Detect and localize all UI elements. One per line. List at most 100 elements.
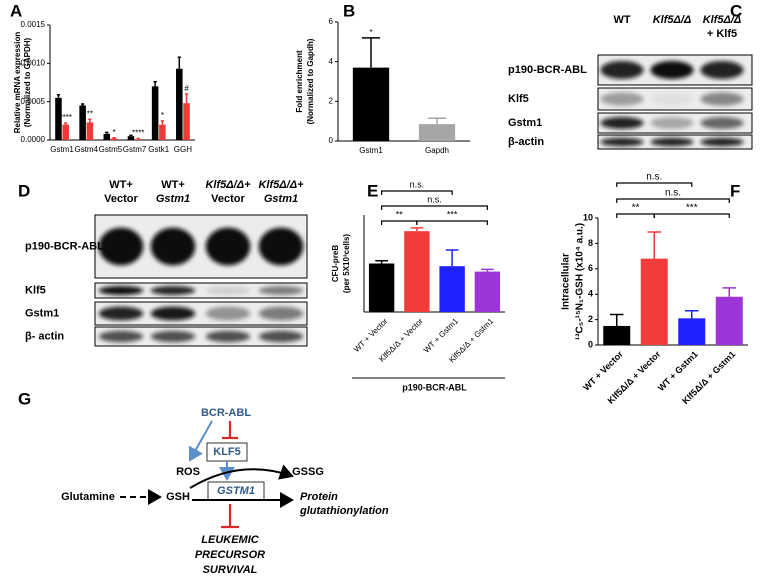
error-bar — [410, 227, 424, 232]
blot-column-label: Klf5Δ/Δ+ — [205, 179, 251, 191]
blot-band — [258, 286, 304, 295]
blot-band — [650, 117, 694, 129]
error-bar — [610, 313, 624, 326]
blot-band — [150, 286, 196, 295]
significance-label: n.s. — [646, 172, 662, 183]
y-axis-label: Relative mRNA expression — [13, 32, 22, 134]
blot-band — [600, 92, 644, 106]
node-label: KLF5 — [213, 446, 241, 458]
significance-label: ** — [87, 109, 93, 118]
node-label: LEUKEMIC — [201, 534, 260, 546]
blot-band — [98, 286, 144, 295]
blot-column-label: + Klf5 — [707, 28, 737, 40]
significance-label: * — [112, 128, 115, 137]
blot-frame — [94, 282, 308, 299]
bar — [640, 258, 668, 345]
blot-column-label: Gstm1 — [156, 193, 190, 205]
significance-bracket — [616, 213, 655, 218]
bar — [127, 136, 135, 140]
arrow — [188, 420, 213, 462]
significance-label: n.s. — [665, 188, 681, 199]
y-tick-label: 6 — [588, 263, 593, 273]
y-tick-label: 0 — [588, 339, 593, 349]
y-axis-label: (per 5X10³cells) — [342, 234, 351, 293]
error-bar — [129, 134, 133, 137]
bar — [678, 318, 706, 345]
blot-band — [600, 137, 644, 147]
blot-band — [258, 227, 304, 266]
node-label: SURVIVAL — [203, 564, 258, 576]
y-tick-label: 2 — [588, 314, 593, 324]
error-bar — [64, 122, 68, 125]
panel-label: E — [367, 181, 378, 200]
error-bar — [445, 249, 459, 267]
blot-band — [600, 117, 644, 129]
significance-bracket — [416, 220, 488, 225]
y-axis-label: CFU-preB — [331, 245, 340, 283]
blot-row-label: Gstm1 — [25, 307, 59, 319]
significance-label: *** — [686, 203, 698, 214]
node-label: GSH — [166, 491, 190, 503]
y-tick-label: 10 — [583, 212, 593, 222]
blot-band — [150, 330, 196, 343]
blot-frame — [94, 301, 308, 326]
blot-band — [258, 306, 304, 321]
blot-band — [650, 92, 694, 106]
panel-label: F — [730, 181, 740, 200]
significance-label: * — [161, 111, 164, 120]
blot-row-label: β- actin — [25, 330, 64, 342]
x-tick-label: Gstm5 — [99, 145, 123, 154]
bar — [474, 271, 501, 312]
panel-label: C — [730, 1, 742, 20]
panel-label: B — [343, 1, 355, 20]
blot-column-label: WT+ — [109, 179, 133, 191]
blot-row-label: p190-BCR-ABL — [508, 64, 587, 76]
error-bar — [722, 287, 736, 297]
bar — [151, 86, 159, 140]
y-tick-label: 0.0000 — [21, 135, 46, 144]
blot-column-label: Klf5Δ/Δ+ — [258, 179, 304, 191]
blot-band — [700, 137, 744, 147]
error-bar — [481, 268, 494, 272]
significance-label: # — [184, 84, 189, 93]
error-bar — [427, 117, 447, 125]
y-tick-label: 0.0015 — [21, 20, 46, 29]
bar — [418, 124, 456, 141]
error-bar — [685, 309, 699, 319]
blot-band — [700, 117, 744, 129]
node-label: GSSG — [292, 466, 324, 478]
arrow — [189, 464, 294, 489]
node-label: GSTM1 — [217, 485, 255, 497]
error-bar — [88, 118, 92, 123]
x-axis-label: p190-BCR-ABL — [402, 382, 467, 392]
bar — [79, 105, 86, 140]
error-bar — [112, 136, 116, 139]
y-tick-label: 2 — [329, 96, 334, 105]
blot-frame — [94, 326, 308, 347]
blot-column-label: Vector — [104, 193, 138, 205]
blot-band — [650, 61, 694, 79]
bar — [103, 133, 111, 140]
bar — [62, 124, 69, 140]
blot-band — [150, 306, 196, 321]
blot-band — [205, 286, 251, 295]
blot-band — [98, 227, 144, 266]
y-tick-label: 0 — [329, 136, 334, 145]
blot-column-label: WT+ — [161, 179, 185, 191]
significance-label: ** — [632, 203, 640, 214]
error-bar — [375, 260, 388, 264]
panel-label: G — [18, 389, 31, 408]
node-label: BCR-ABL — [201, 407, 251, 419]
blot-band — [700, 61, 744, 79]
bar — [352, 67, 390, 141]
significance-label: **** — [132, 129, 144, 138]
y-tick-label: 6 — [329, 17, 334, 26]
y-axis-label: Fold enrichment — [295, 50, 304, 113]
y-tick-label: 8 — [588, 238, 593, 248]
x-tick-label: Gapdh — [425, 146, 449, 155]
y-axis-label: (Normalized to GAPDH) — [23, 38, 32, 128]
bar — [603, 325, 631, 345]
y-tick-label: 4 — [588, 289, 593, 299]
blot-band — [205, 330, 251, 343]
